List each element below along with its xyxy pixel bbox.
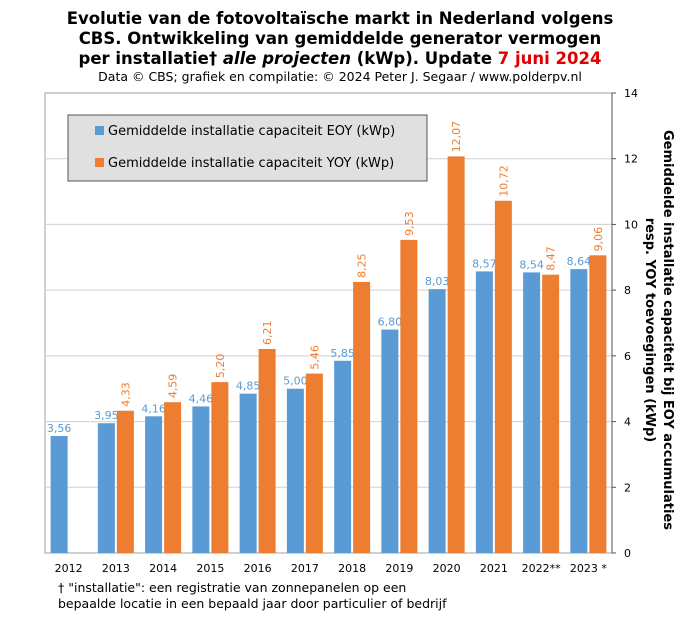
bar-eoy (428, 289, 446, 553)
title-suffix: (kWp). Update (356, 49, 493, 68)
data-label-eoy: 8,03 (425, 275, 450, 288)
bar-eoy (286, 388, 304, 553)
bar-yoy (211, 382, 229, 553)
y-axis-title-line-1: Gemiddelde installatie capaciteit bij EO… (660, 130, 675, 530)
y-tick-label: 0 (624, 547, 631, 560)
x-tick-label: 2012 (55, 562, 83, 575)
footnote-line-2: bepaalde locatie in een bepaald jaar doo… (58, 596, 447, 611)
y-axis-title-line-2: resp. YOY toevoegingen (kWp) (642, 218, 657, 443)
y-tick-label: 4 (624, 416, 631, 429)
bar-eoy (475, 271, 493, 553)
update-date: 7 juni 2024 (497, 49, 602, 68)
x-tick-label: 2017 (291, 562, 319, 575)
y-tick-label: 2 (624, 481, 631, 494)
data-label-eoy: 6,80 (378, 316, 403, 329)
bar-yoy (116, 410, 134, 553)
legend (67, 114, 428, 182)
x-tick-label: 2015 (196, 562, 224, 575)
bar-yoy (447, 156, 465, 553)
data-label-eoy: 4,16 (141, 402, 166, 415)
data-label-eoy: 5,85 (330, 347, 355, 360)
data-label-yoy: 9,06 (592, 227, 605, 252)
chart-title-line-1: Evolutie van de fotovoltaïsche markt in … (66, 9, 614, 28)
bar-eoy (381, 329, 399, 553)
title-italic: alle projecten (222, 49, 351, 68)
legend-swatch-eoy (95, 126, 104, 135)
x-tick-label: 2020 (433, 562, 461, 575)
title-prefix: per installatie† (78, 49, 218, 68)
bar-eoy (192, 406, 210, 553)
data-label-yoy: 5,20 (214, 354, 227, 379)
data-label-yoy: 8,25 (356, 253, 369, 278)
data-label-eoy: 8,57 (472, 257, 497, 270)
data-label-eoy: 3,95 (94, 409, 119, 422)
data-label-yoy: 12,07 (450, 121, 463, 153)
y-tick-label: 14 (624, 87, 638, 100)
bar-yoy (400, 239, 418, 553)
bar-eoy (334, 360, 352, 553)
data-label-eoy: 8,64 (567, 255, 592, 268)
data-label-eoy: 5,00 (283, 375, 308, 388)
data-label-eoy: 8,54 (519, 258, 544, 271)
data-label-eoy: 4,85 (236, 380, 261, 393)
legend-label-yoy: Gemiddelde installatie capaciteit YOY (k… (108, 156, 394, 171)
footnote-line-1: † "installatie": een registratie van zon… (58, 580, 407, 595)
data-credit: Data © CBS; grafiek en compilatie: © 202… (98, 69, 582, 84)
bar-yoy (494, 200, 512, 553)
x-tick-label: 2023 * (570, 562, 607, 575)
bar-yoy (542, 274, 560, 553)
x-tick-label: 2016 (244, 562, 272, 575)
chart-title-line-2: CBS. Ontwikkeling van gemiddelde generat… (78, 29, 602, 48)
data-label-eoy: 3,56 (47, 422, 72, 435)
x-tick-label: 2018 (338, 562, 366, 575)
bar-eoy (523, 272, 541, 553)
chart-title-line-3: per installatie† alle projecten (kWp). U… (0, 49, 680, 69)
x-tick-label: 2022** (522, 562, 561, 575)
data-label-yoy: 6,21 (261, 320, 274, 345)
x-tick-label: 2014 (149, 562, 177, 575)
y-tick-label: 10 (624, 218, 638, 231)
footnote: † "installatie": een registratie van zon… (58, 580, 447, 612)
bar-eoy (97, 423, 115, 553)
bar-yoy (589, 255, 607, 554)
data-label-yoy: 5,46 (308, 345, 321, 370)
bar-yoy (353, 281, 371, 553)
legend-swatch-yoy (95, 158, 104, 167)
data-label-yoy: 9,53 (403, 211, 416, 236)
bar-eoy (570, 269, 588, 553)
data-label-yoy: 4,33 (119, 382, 132, 407)
bar-yoy (258, 348, 276, 553)
bar-yoy (305, 373, 323, 553)
y-tick-label: 8 (624, 284, 631, 297)
bar-yoy (164, 402, 182, 553)
x-tick-label: 2019 (385, 562, 413, 575)
data-label-yoy: 10,72 (497, 165, 510, 197)
x-tick-label: 2021 (480, 562, 508, 575)
bar-eoy (50, 436, 68, 553)
data-label-yoy: 8,47 (545, 246, 558, 271)
x-tick-label: 2013 (102, 562, 130, 575)
data-label-eoy: 4,46 (189, 392, 214, 405)
data-label-yoy: 4,59 (167, 374, 180, 399)
y-tick-label: 6 (624, 350, 631, 363)
y-tick-label: 12 (624, 153, 638, 166)
legend-label-eoy: Gemiddelde installatie capaciteit EOY (k… (108, 124, 395, 139)
bar-eoy (145, 416, 163, 553)
bar-eoy (239, 393, 257, 553)
